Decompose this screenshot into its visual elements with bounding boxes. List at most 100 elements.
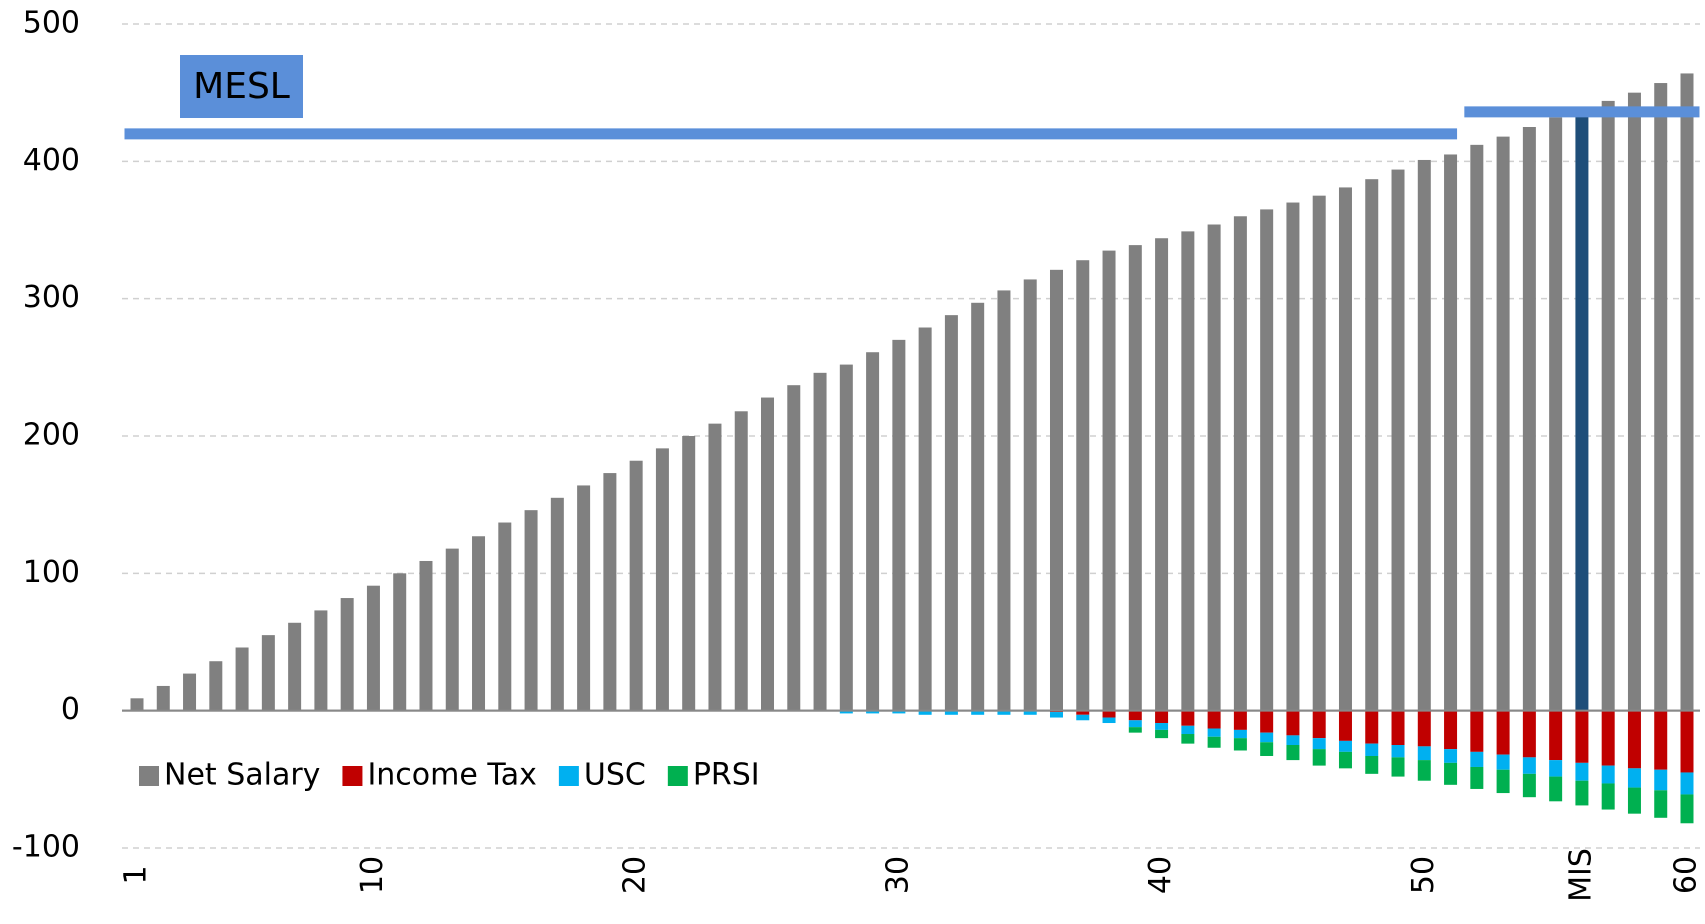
bar-segment bbox=[1654, 769, 1668, 791]
bar-segment bbox=[1286, 735, 1300, 745]
bar-segment bbox=[1207, 728, 1221, 737]
bar-segment bbox=[1549, 710, 1563, 761]
bar-segment bbox=[1365, 743, 1379, 756]
bar-segment bbox=[1128, 710, 1142, 721]
x-tick-label: 20 bbox=[618, 856, 653, 894]
bar-segment bbox=[787, 385, 801, 711]
bar-segment bbox=[1627, 787, 1641, 814]
bar-segment bbox=[1260, 742, 1274, 756]
bar-segment bbox=[1496, 769, 1510, 794]
x-tick-label: 50 bbox=[1406, 856, 1441, 894]
bar-segment bbox=[1128, 245, 1142, 711]
bar-segment bbox=[1128, 727, 1142, 733]
bar-segment bbox=[1338, 751, 1352, 769]
bar-segment bbox=[1102, 250, 1116, 711]
bar-segment bbox=[1312, 738, 1326, 750]
bar-segment bbox=[1444, 762, 1458, 785]
bar-segment bbox=[997, 710, 1011, 715]
bar-segment bbox=[445, 548, 459, 711]
bar-segment bbox=[1365, 179, 1379, 711]
bar-segment bbox=[866, 352, 880, 711]
legend-swatch bbox=[667, 766, 688, 786]
bar-segment bbox=[1155, 729, 1169, 739]
y-tick-label: 0 bbox=[61, 692, 80, 727]
bar-segment bbox=[1391, 745, 1405, 758]
bar-segment bbox=[130, 698, 144, 711]
bar-segment bbox=[1181, 231, 1195, 711]
bar-segment bbox=[1522, 127, 1536, 711]
bar-segment bbox=[1365, 710, 1379, 744]
bar-segment bbox=[1023, 710, 1037, 715]
bar-segment bbox=[1076, 260, 1090, 711]
y-tick-label: -100 bbox=[12, 830, 80, 865]
bar-segment bbox=[524, 510, 538, 711]
bar-segment bbox=[839, 710, 853, 714]
bar-segment bbox=[1260, 732, 1274, 743]
y-tick-label: 100 bbox=[23, 555, 80, 590]
legend-label: USC bbox=[584, 758, 646, 793]
bar-segment bbox=[1076, 710, 1090, 715]
bar-segment bbox=[1470, 766, 1484, 789]
bar-segment bbox=[366, 585, 380, 711]
bar-segment bbox=[1444, 710, 1458, 750]
bar-segment bbox=[682, 436, 696, 711]
bar-segment bbox=[1207, 736, 1221, 748]
bar-segment bbox=[629, 460, 643, 711]
bar-segment bbox=[866, 710, 880, 714]
bar-segment bbox=[1286, 745, 1300, 761]
bar-segment bbox=[1102, 710, 1116, 718]
legend-label: PRSI bbox=[693, 758, 760, 793]
bar-segment bbox=[472, 536, 486, 711]
bar-segment bbox=[1286, 202, 1300, 711]
bar-segment bbox=[261, 635, 275, 711]
bar-segment bbox=[1286, 710, 1300, 736]
y-tick-label: 200 bbox=[23, 418, 80, 453]
bar-segment bbox=[1417, 710, 1431, 747]
bar-segment bbox=[1496, 710, 1510, 755]
bar-segment bbox=[734, 411, 748, 711]
bar-segment bbox=[1391, 710, 1405, 745]
bar-segment bbox=[944, 315, 958, 711]
x-tick-label: 1 bbox=[119, 865, 154, 884]
reference-label-box bbox=[180, 55, 303, 118]
x-tick-label: 60 bbox=[1669, 856, 1704, 894]
bar-segment bbox=[1365, 755, 1379, 774]
bar-segment bbox=[183, 673, 197, 711]
bar-segment bbox=[393, 573, 407, 711]
bar-segment bbox=[1207, 710, 1221, 729]
legend-swatch bbox=[342, 766, 363, 786]
bar-segment bbox=[1549, 776, 1563, 802]
bar-segment bbox=[1102, 717, 1116, 724]
bar-segment bbox=[235, 647, 249, 711]
bar-segment bbox=[1601, 783, 1615, 810]
bar-segment bbox=[1654, 790, 1668, 818]
bar-segment bbox=[1338, 187, 1352, 711]
bar-segment bbox=[1627, 710, 1641, 769]
bar-segment bbox=[1522, 710, 1536, 758]
bar-segment bbox=[1444, 154, 1458, 711]
y-tick-label: 400 bbox=[23, 143, 80, 178]
bar-segment bbox=[1260, 209, 1274, 711]
bar-segment bbox=[1496, 754, 1510, 770]
bar-segment bbox=[839, 364, 853, 711]
bar-segment bbox=[1023, 279, 1037, 711]
bar-segment bbox=[944, 710, 958, 715]
bar-segment bbox=[1155, 238, 1169, 711]
bar-segment bbox=[1680, 794, 1694, 824]
bar-segment bbox=[1680, 710, 1694, 773]
bar-segment bbox=[1391, 169, 1405, 711]
bar-segment bbox=[1155, 710, 1169, 724]
bar-segment bbox=[1601, 710, 1615, 766]
bar-segment bbox=[761, 397, 775, 711]
bar-segment bbox=[971, 302, 985, 711]
y-tick-label: 300 bbox=[23, 280, 80, 315]
bar-segment bbox=[1680, 73, 1694, 711]
bar-segment bbox=[577, 485, 591, 711]
bar-segment bbox=[1049, 712, 1063, 718]
bar-segment bbox=[1522, 757, 1536, 774]
bar-segment bbox=[1601, 100, 1615, 711]
bar-segment bbox=[1155, 723, 1169, 730]
bar-segment bbox=[1233, 216, 1247, 711]
